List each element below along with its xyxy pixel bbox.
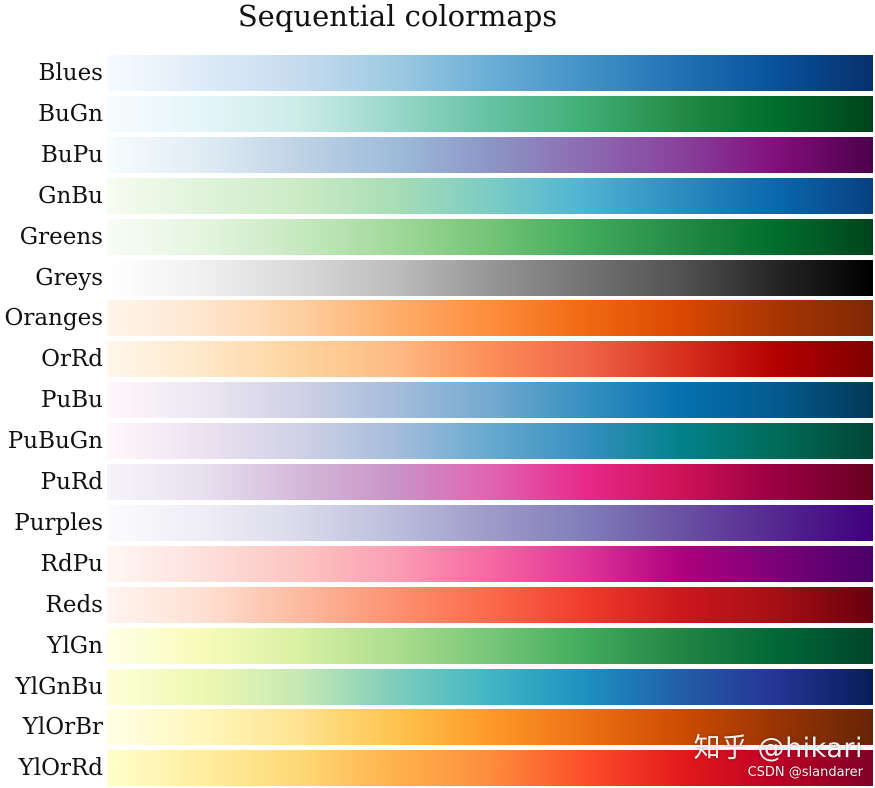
colormap-bar (107, 423, 873, 460)
colormap-bar (107, 709, 873, 746)
watermark: 知乎 @hikari CSDN @slandarer (693, 733, 863, 781)
colormap-bar (107, 136, 873, 173)
colormap-bar (107, 668, 873, 705)
colormap-label: PuBu (40, 387, 103, 414)
colormap-label: Greys (35, 264, 103, 291)
watermark-csdn: CSDN @slandarer (747, 765, 863, 780)
colormap-bar (107, 627, 873, 664)
colormap-bar (107, 545, 873, 582)
colormap-bar (107, 55, 873, 91)
colormap-label: RdPu (40, 550, 103, 577)
colormap-bar (107, 300, 873, 337)
colormap-label: YlGn (47, 632, 103, 659)
colormap-bar (107, 750, 873, 787)
colormap-bar (107, 586, 873, 623)
colormap-label: YlOrRd (18, 755, 103, 782)
colormap-bar (107, 341, 873, 378)
colormap-bar (107, 218, 873, 255)
title-container: Sequential colormaps (0, 0, 795, 36)
colormap-label: BuGn (38, 100, 103, 127)
colormap-label: OrRd (41, 346, 103, 373)
colormap-label: PuRd (40, 469, 103, 495)
colormap-bar (107, 259, 873, 296)
colormap-label: YlOrBr (22, 714, 103, 741)
colormap-label: Oranges (4, 305, 103, 332)
colormap-bar (107, 177, 873, 214)
colormap-label: Reds (45, 591, 103, 618)
colormap-label: YlGnBu (15, 673, 103, 700)
colormap-label: Blues (38, 60, 104, 86)
colormap-bar (107, 504, 873, 541)
colormap-label: Greens (19, 223, 103, 250)
colormap-label: Purples (14, 509, 103, 536)
colormap-label: PuBuGn (7, 428, 103, 455)
colormap-bar (107, 382, 873, 419)
watermark-zhihu: 知乎 @hikari (693, 733, 863, 764)
colormap-bar (107, 95, 873, 132)
colormap-label: GnBu (38, 182, 103, 209)
chart-title: Sequential colormaps (237, 0, 558, 33)
colormap-label: BuPu (40, 141, 103, 168)
colormap-bar (107, 464, 873, 500)
